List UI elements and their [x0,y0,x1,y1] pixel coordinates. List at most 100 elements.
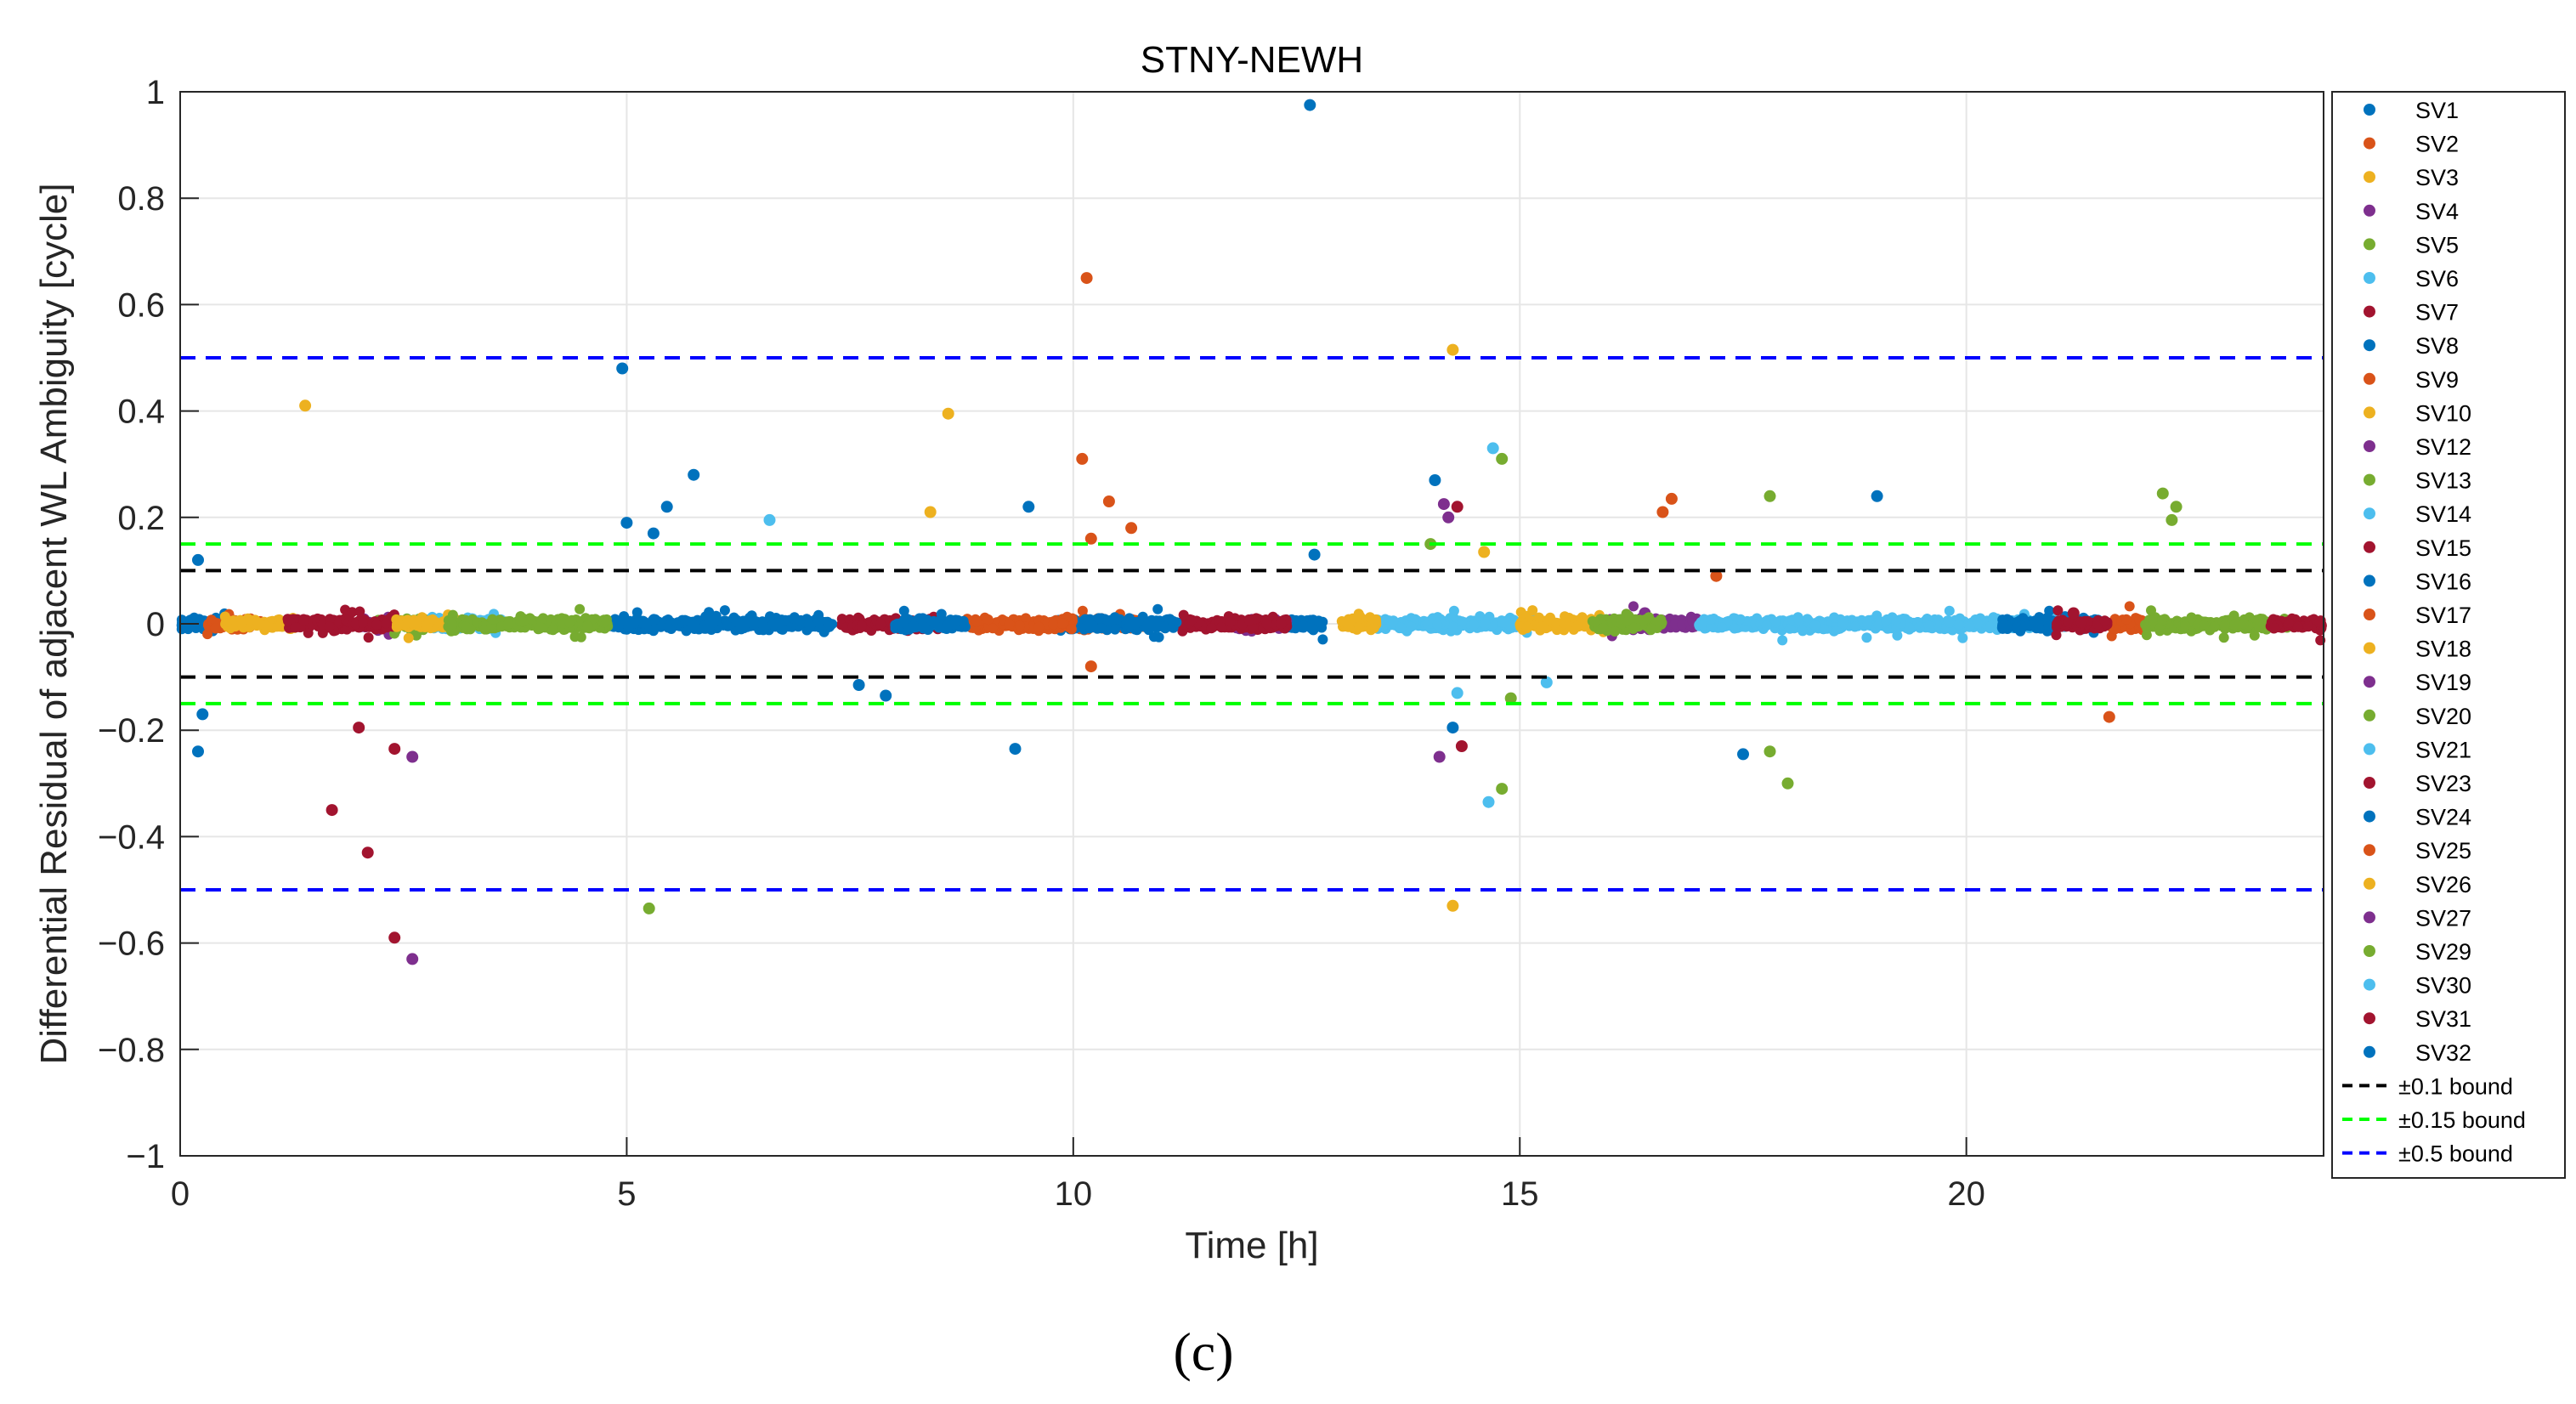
data-point [1143,618,1154,629]
data-point [516,615,527,626]
x-tick-label: 5 [617,1175,636,1213]
data-point [1892,630,1903,641]
data-point [2180,620,2191,631]
data-point-outlier [1737,748,1749,761]
data-point-outlier [1442,511,1455,524]
series-sv31 [2051,605,2327,646]
data-point [825,620,835,631]
data-point [298,615,309,626]
data-point [1829,612,1840,623]
data-point [427,614,439,625]
x-axis-label: Time [h] [1185,1225,1318,1266]
data-point-outlier [2103,710,2115,723]
legend-label: SV30 [2415,973,2471,999]
legend-item: SV29 [2364,939,2471,965]
data-point-outlier [688,468,700,481]
data-point [943,620,954,631]
data-point [447,619,457,630]
data-point [1598,623,1609,634]
data-point [2075,618,2086,628]
legend-item: SV1 [2364,98,2459,123]
data-point [758,625,769,636]
data-point [2011,622,2022,633]
data-point [689,620,700,631]
data-point [1225,616,1236,627]
data-point [1033,621,1045,632]
data-point [1705,614,1716,625]
data-point-outlier [353,722,365,734]
legend-marker [2364,911,2375,924]
data-point [347,607,358,618]
data-point [1923,620,1934,631]
x-tick-label: 10 [1055,1175,1093,1213]
data-point [1677,619,1688,630]
legend-marker [2364,541,2375,553]
data-point [812,617,824,628]
data-point [1957,632,1968,643]
series-sv13 [443,452,1509,643]
data-point [190,623,201,633]
data-point [1862,619,1873,630]
data-point [1777,635,1788,646]
legend-marker [2364,406,2375,419]
data-point [393,619,405,630]
legend-item: SV2 [2364,132,2459,157]
data-point [765,611,775,622]
data-point [711,615,722,626]
legend-marker [2364,272,2375,284]
data-point [1153,631,1164,643]
data-point-outlier [1665,492,1678,505]
data-point [2314,617,2325,628]
data-point-outlier [1451,501,1464,513]
data-point [1469,620,1480,631]
data-point-outlier [1764,745,1776,758]
data-point [1152,619,1162,629]
data-point [875,619,886,630]
data-point [1628,622,1639,633]
data-point [704,621,715,632]
legend-label: SV19 [2415,670,2471,695]
data-point [1550,617,1561,628]
y-tick-label: −0.8 [98,1032,165,1069]
data-point [1243,615,1254,626]
legend-item: SV4 [2364,199,2459,224]
data-point-outlier [1482,795,1495,808]
data-point [381,618,392,629]
data-point [1891,614,1902,626]
data-point [680,614,690,626]
data-point [252,616,263,627]
data-point [736,624,747,635]
legend-label: SV20 [2415,704,2471,729]
data-point-outlier [1447,899,1459,912]
data-point-outlier [1084,532,1097,545]
data-point [1340,617,1351,628]
data-point [1571,620,1582,631]
data-point [749,620,759,631]
legend-label: SV29 [2415,939,2471,965]
data-point [1406,621,1417,632]
legend-items: SV1SV2SV3SV4SV5SV6SV7SV8SV9SV10SV12SV13S… [2342,98,2526,1167]
data-point [2303,621,2314,632]
data-point-outlier [660,501,673,513]
y-tick-label: 0.6 [117,286,165,324]
data-point [920,621,931,632]
legend-item: SV12 [2364,434,2471,460]
data-point [1129,619,1141,630]
data-point-outlier [647,527,660,540]
legend-item: SV3 [2364,165,2459,190]
legend-marker [2364,440,2375,452]
data-point [1066,624,1077,635]
legend-marker [2364,810,2375,823]
legend-label: SV18 [2415,637,2471,662]
data-point [2292,621,2303,632]
legend-label: SV10 [2415,400,2471,426]
y-tick-label: −0.2 [98,712,165,750]
data-point [663,622,674,633]
legend-label: SV9 [2415,367,2459,393]
legend-item: SV6 [2364,266,2459,292]
data-point-outlier [192,745,204,758]
data-point [1964,620,1975,631]
data-point [1094,613,1104,624]
data-point [1432,620,1443,631]
data-point-outlier [1710,569,1723,582]
